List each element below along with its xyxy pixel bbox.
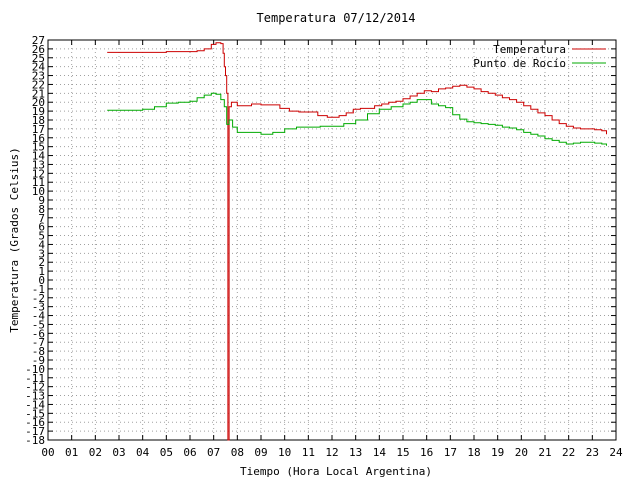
y-tick-label: 19 (32, 105, 45, 118)
y-tick-label: 13 (32, 158, 45, 171)
series-layer (107, 42, 607, 441)
x-tick-label: 20 (515, 446, 528, 459)
y-tick-label: 14 (32, 150, 46, 163)
y-tick-label: 7 (38, 212, 45, 225)
y-tick-label: -18 (25, 434, 45, 447)
x-tick-label: 01 (65, 446, 78, 459)
x-tick-label: 07 (207, 446, 220, 459)
y-tick-label: 17 (32, 123, 45, 136)
x-tick-label: 08 (231, 446, 244, 459)
x-tick-label: 23 (586, 446, 599, 459)
y-tick-label: 9 (38, 194, 45, 207)
y-tick-label: 4 (38, 238, 45, 251)
y-tick-label: -16 (25, 416, 45, 429)
y-tick-label: -8 (32, 345, 45, 358)
series-line-1 (107, 92, 607, 146)
y-tick-label: -12 (25, 381, 45, 394)
y-tick-label: 3 (38, 247, 45, 260)
y-tick-label: 26 (32, 43, 45, 56)
y-tick-label: -1 (32, 283, 45, 296)
legend-label-1: Punto de Rocío (473, 57, 566, 70)
y-tick-label: 21 (32, 87, 45, 100)
y-tick-label: -14 (25, 398, 45, 411)
x-tick-label: 14 (373, 446, 387, 459)
x-tick-label: 22 (562, 446, 575, 459)
x-tick-label: 17 (444, 446, 457, 459)
y-tick-label: 0 (38, 274, 45, 287)
y-tick-label: -7 (32, 336, 45, 349)
x-tick-label: 11 (302, 446, 315, 459)
y-tick-label: -2 (32, 292, 45, 305)
y-tick-label: -10 (25, 363, 45, 376)
y-tick-label: 2 (38, 256, 45, 269)
x-tick-label: 02 (89, 446, 102, 459)
x-axis-label: Tiempo (Hora Local Argentina) (240, 465, 432, 478)
y-tick-label: 25 (32, 52, 45, 65)
y-tick-label: 5 (38, 230, 45, 243)
y-tick-label: -11 (25, 372, 45, 385)
y-axis-label: Temperatura (Grados Celsius) (8, 147, 21, 332)
y-tick-label: 12 (32, 167, 45, 180)
x-tick-label: 19 (491, 446, 504, 459)
y-tick-label: 24 (32, 61, 46, 74)
y-tick-label: 20 (32, 96, 45, 109)
x-tick-label: 05 (160, 446, 173, 459)
y-tick-label: 22 (32, 78, 45, 91)
y-tick-label: -5 (32, 318, 45, 331)
x-tick-label: 04 (136, 446, 150, 459)
series-line-0 (107, 42, 607, 441)
ticks-layer: 00 01 02 03 04 05 06 07 08 09 10 11 12 13 14 15 16 17 18 19… (25, 34, 623, 459)
x-tick-label: 03 (112, 446, 125, 459)
x-tick-label: 13 (349, 446, 362, 459)
y-tick-label: -13 (25, 390, 45, 403)
y-tick-label: 16 (32, 132, 45, 145)
x-tick-label: 06 (183, 446, 196, 459)
y-tick-label: 8 (38, 203, 45, 216)
x-tick-label: 16 (420, 446, 433, 459)
x-tick-label: 21 (538, 446, 551, 459)
y-tick-label: 11 (32, 176, 45, 189)
y-tick-label: 6 (38, 221, 45, 234)
y-tick-label: 18 (32, 114, 45, 127)
y-tick-label: 15 (32, 141, 45, 154)
x-tick-label: 15 (396, 446, 409, 459)
y-tick-label: -9 (32, 354, 45, 367)
x-tick-label: 10 (278, 446, 291, 459)
legend-label-0: Temperatura (493, 43, 566, 56)
x-tick-label: 18 (467, 446, 480, 459)
grid-layer (48, 40, 616, 440)
x-tick-label: 00 (41, 446, 54, 459)
y-tick-label: -3 (32, 301, 45, 314)
x-tick-label: 24 (609, 446, 623, 459)
x-tick-label: 09 (254, 446, 267, 459)
y-tick-label: 1 (38, 265, 45, 278)
y-tick-label: -4 (32, 310, 46, 323)
x-tick-label: 12 (325, 446, 338, 459)
y-tick-label: 10 (32, 185, 45, 198)
y-tick-label: 27 (32, 34, 45, 47)
y-tick-label: -17 (25, 425, 45, 438)
y-tick-label: 23 (32, 70, 45, 83)
y-tick-label: -6 (32, 327, 45, 340)
chart-title: Temperatura 07/12/2014 (257, 11, 416, 25)
y-tick-label: -15 (25, 407, 45, 420)
